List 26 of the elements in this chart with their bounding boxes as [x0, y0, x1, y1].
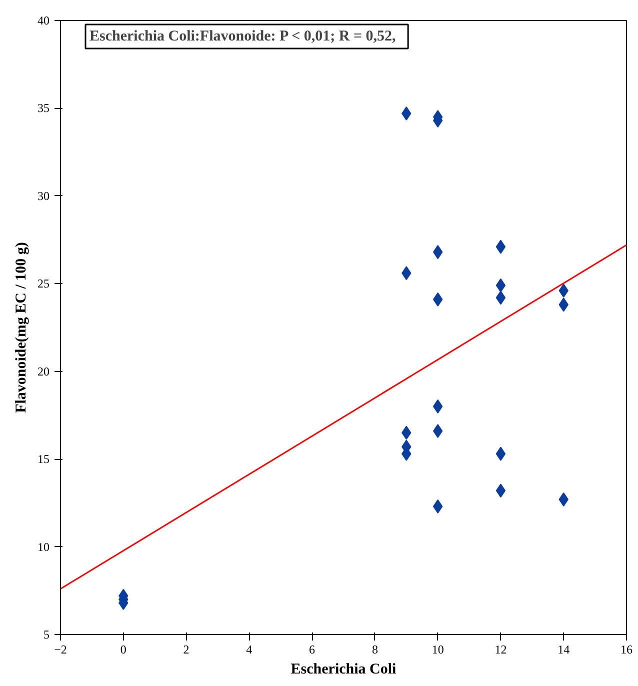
- point: [496, 240, 506, 254]
- y-tick-label: 5: [44, 628, 50, 642]
- point: [496, 290, 506, 305]
- point: [496, 484, 506, 498]
- y-tick-label: 10: [38, 540, 50, 554]
- x-tick-label: 6: [309, 642, 316, 656]
- x-tick-label: 14: [558, 642, 570, 656]
- y-tick-label: 20: [38, 364, 50, 378]
- y-tick-label: 40: [38, 14, 50, 28]
- y-tick-label: 35: [38, 101, 50, 116]
- x-tick-label: 0: [120, 642, 126, 656]
- x-tick-label: 2: [183, 642, 190, 656]
- x-axis-title: Escherichia Coli: [290, 662, 396, 678]
- x-tick-label: 10: [432, 642, 444, 656]
- y-tick-label: 15: [38, 452, 50, 466]
- y-tick-label: 30: [38, 188, 50, 203]
- x-tick-label: 16: [620, 642, 632, 656]
- y-axis-title: Flavonoide(mg EC / 100 g): [14, 242, 30, 413]
- y-tick-label: 25: [38, 276, 50, 291]
- point: [496, 446, 506, 461]
- text: Escherichia Coli:Flavonoide: P < 0,01; R = 0,52,: [90, 28, 396, 44]
- x-tick-label: 8: [372, 642, 378, 656]
- x-tick-label: 4: [246, 642, 252, 656]
- x-tick-label: −2: [54, 642, 67, 656]
- x-tick-label: 12: [494, 642, 507, 656]
- point: [496, 278, 506, 292]
